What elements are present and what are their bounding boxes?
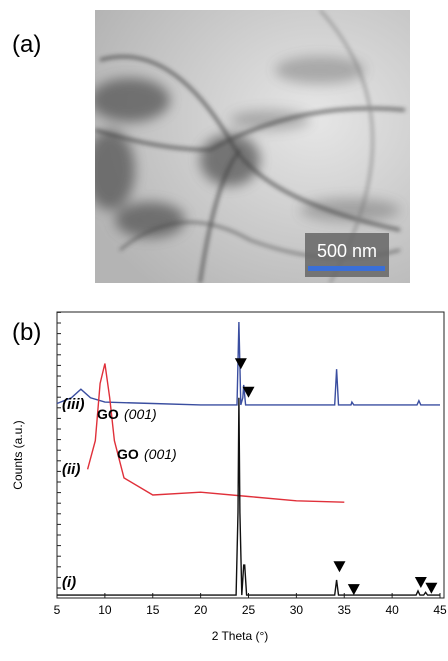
annotation: (001) (124, 406, 157, 422)
annotation: GO (117, 446, 139, 462)
peak-marker (347, 584, 360, 596)
x-tick-label: 20 (194, 603, 208, 617)
x-tick-label: 45 (433, 603, 447, 617)
y-axis-label: Counts (a.u.) (11, 420, 25, 489)
tem-image (95, 10, 410, 283)
x-tick-label: 35 (338, 603, 352, 617)
scale-bar (308, 266, 385, 271)
scale-bar-label: 500 nm (317, 241, 377, 261)
peak-marker (242, 386, 255, 398)
peak-marker (333, 561, 346, 573)
x-tick-label: 40 (385, 603, 399, 617)
annotation: (001) (144, 446, 177, 462)
panel-label: (a) (12, 31, 41, 58)
y-minor-ticks (57, 311, 61, 589)
peak-marker (425, 582, 438, 594)
x-tick-label: 30 (290, 603, 304, 617)
x-axis-label: 2 Theta (°) (212, 629, 269, 643)
series-label: (i) (62, 574, 76, 591)
x-tick-label: 10 (98, 603, 112, 617)
x-tick-label: 5 (54, 603, 61, 617)
series-line (57, 397, 440, 596)
series-label: (iii) (62, 396, 85, 413)
plot-frame (56, 311, 445, 599)
peak-marker (414, 576, 427, 588)
series-label: (ii) (62, 461, 80, 478)
peak-marker (234, 358, 247, 370)
series-line (56, 321, 440, 406)
x-tick-label: 25 (242, 603, 256, 617)
annotation: GO (97, 406, 119, 422)
panel-label: (b) (12, 319, 41, 346)
series-line (86, 363, 345, 503)
plot: 5 10 15 20 25 30 35 40 45 (54, 321, 447, 617)
x-tick-label: 15 (146, 603, 160, 617)
